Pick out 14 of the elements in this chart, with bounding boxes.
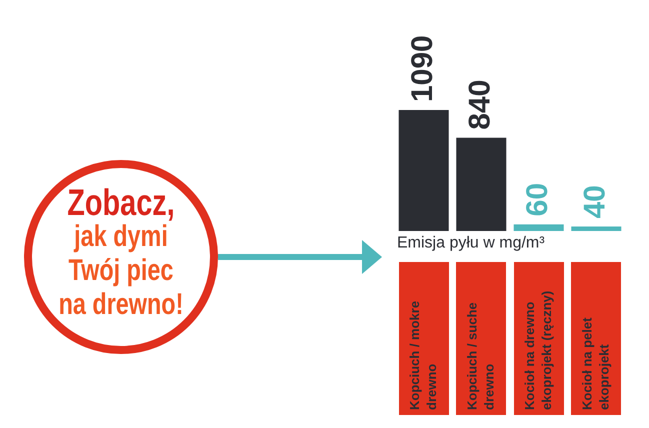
x-tick-label: Kocioł na pelet ekoprojekt — [579, 316, 612, 410]
data-label: 840 — [464, 80, 497, 130]
data-label: 1090 — [406, 35, 440, 102]
text: Zobacz, jak dymi Twój piec na drewno! — [58, 182, 184, 322]
data-label: 40 — [578, 185, 612, 219]
bar — [571, 226, 622, 231]
x-tick-label: Kocioł na drewno ekoprojekt (ręczny) — [522, 290, 554, 410]
x-tick-label: Kopciuch / suche drewno — [464, 302, 496, 410]
bar — [514, 224, 564, 231]
x-tick-label: Kopciuch / mokre drewno — [406, 300, 439, 410]
bar — [456, 138, 506, 231]
bar — [398, 110, 449, 231]
data-label: 60 — [521, 182, 554, 216]
x-axis-title: Emisja pyłu w mg/m³ — [397, 234, 546, 252]
